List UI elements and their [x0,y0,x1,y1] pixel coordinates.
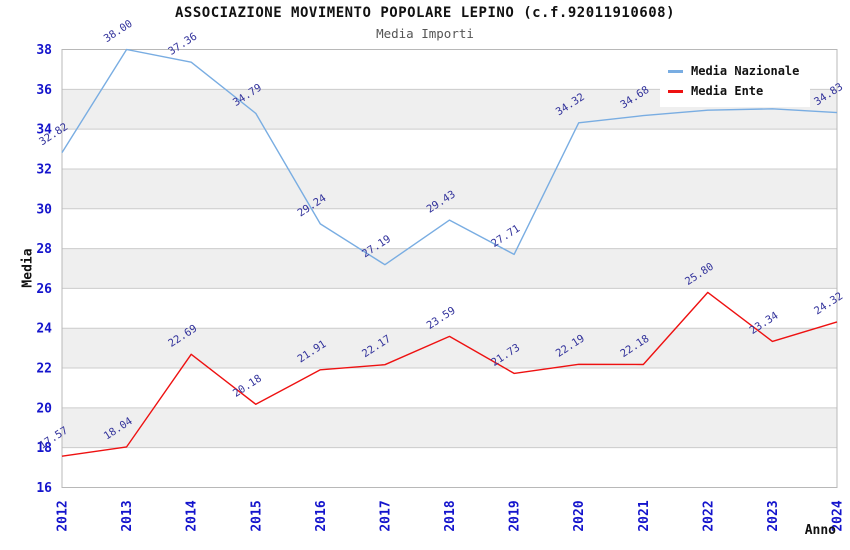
plot-band [62,208,837,249]
x-tick-label: 2022 [701,500,716,531]
y-tick-label: 24 [36,322,52,337]
y-tick-label: 20 [36,401,52,416]
plot-band [62,129,837,169]
y-tick-label: 38 [36,43,52,58]
y-tick-label: 32 [36,162,52,177]
chart-subtitle: Media Importi [376,26,474,41]
plot-band [62,168,837,209]
y-tick-label: 26 [36,282,52,297]
legend-label: Media Nazionale [691,64,800,78]
legend-item-media-nazionale: Media Nazionale [668,61,802,81]
x-tick-label: 2016 [314,500,329,531]
x-tick-label: 2017 [378,500,393,531]
x-tick-label: 2015 [249,500,264,531]
x-tick-label: 2014 [185,500,200,531]
series-line [61,48,838,266]
legend-item-media-ente: Media Ente [668,81,802,101]
x-tick-label: 2018 [443,500,458,531]
y-tick-label: 28 [36,242,52,257]
y-tick-label: 16 [36,481,52,496]
y-tick-label: 30 [36,202,52,217]
plot-border [61,49,838,488]
legend-label: Media Ente [691,84,764,98]
x-tick-labels: 2012 2013 2014 2015 2016 2017 2018 2019 2020 2021… [56,500,846,531]
line-marker-icon [668,89,683,93]
x-tick-label: 2012 [56,500,71,531]
y-axis-title: Media [20,248,36,288]
plot-band [62,407,837,448]
plot-bands [62,49,837,488]
x-tick-label: 2021 [637,500,652,531]
plot-band [62,288,837,329]
plot-band [62,328,837,369]
line-marker-icon [668,69,683,73]
y-tick-label: 36 [36,83,52,98]
x-tick-label: 2019 [508,500,523,531]
plot-band [62,368,837,408]
legend: Media Nazionale Media Ente [660,56,810,107]
y-tick-label: 18 [36,441,52,456]
x-tick-label: 2023 [766,500,781,531]
plot-band [62,248,837,289]
series-line [61,291,838,457]
y-tick-labels: 16 18 20 22 24 26 28 30 32 34 36 38 [36,43,52,496]
x-tick-label: 2024 [831,500,846,531]
point-label: 38.00 [102,18,135,45]
x-axis-title: Anno [804,523,836,538]
x-tick-label: 2020 [572,500,587,531]
y-tick-label: 34 [36,123,52,138]
y-tick-label: 22 [36,362,52,377]
plot-band [62,447,837,488]
x-tick-label: 2013 [120,500,135,531]
chart-title: ASSOCIAZIONE MOVIMENTO POPOLARE LEPINO (… [174,5,675,21]
